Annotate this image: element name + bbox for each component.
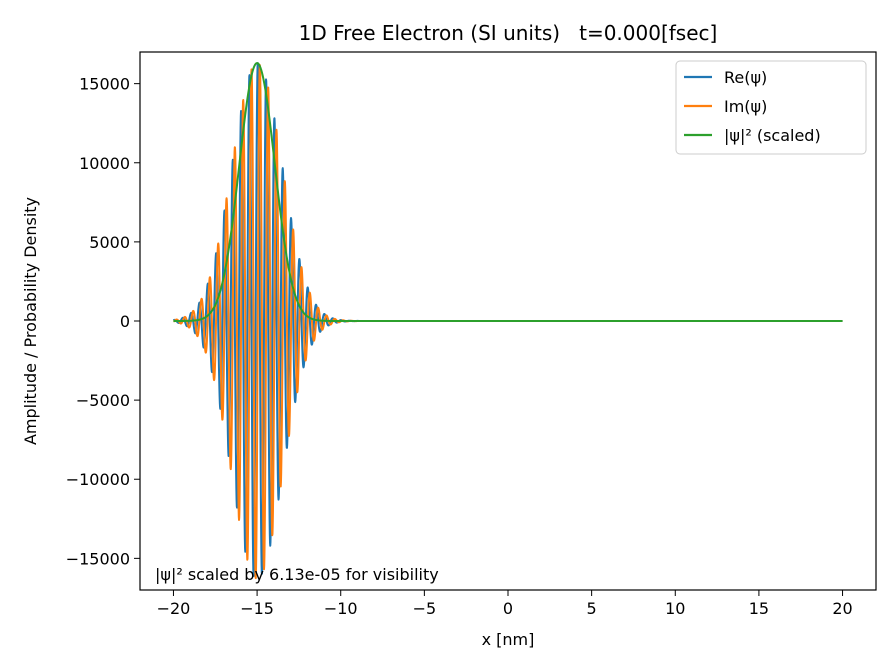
y-axis-ticks: −15000 −10000 −5000 0 5000 10000 15000 (66, 75, 140, 568)
x-tick-label: 15 (749, 599, 769, 618)
y-tick-label: 10000 (79, 154, 130, 173)
legend-label: Im(ψ) (724, 97, 767, 116)
x-tick-label: −15 (240, 599, 274, 618)
chart-title: 1D Free Electron (SI units) t=0.000[fsec… (299, 21, 718, 45)
plot-area (172, 62, 844, 580)
series-line-2 (172, 62, 844, 322)
y-tick-label: 0 (120, 312, 130, 331)
x-axis-label: x [nm] (482, 630, 535, 649)
x-tick-label: 20 (832, 599, 852, 618)
legend-label: Re(ψ) (724, 68, 767, 87)
x-tick-label: 0 (503, 599, 513, 618)
x-axis-ticks: −20 −15 −10 −5 0 5 10 15 20 (157, 590, 853, 618)
legend-frame (675, 60, 867, 155)
x-tick-label: −20 (157, 599, 191, 618)
x-tick-label: 10 (665, 599, 685, 618)
legend: Re(ψ) Im(ψ) |ψ|² (scaled) (675, 60, 867, 155)
y-tick-label: 15000 (79, 75, 130, 94)
y-tick-label: −15000 (66, 549, 130, 568)
legend-label: |ψ|² (scaled) (724, 126, 821, 145)
y-tick-label: −5000 (76, 391, 130, 410)
x-tick-label: 5 (587, 599, 597, 618)
y-tick-label: 5000 (89, 233, 130, 252)
y-tick-label: −10000 (66, 470, 130, 489)
scaling-annotation: |ψ|² scaled by 6.13e-05 for visibility (155, 565, 439, 584)
x-tick-label: −5 (413, 599, 437, 618)
y-axis-label: Amplitude / Probability Density (21, 197, 40, 445)
x-tick-label: −10 (324, 599, 358, 618)
